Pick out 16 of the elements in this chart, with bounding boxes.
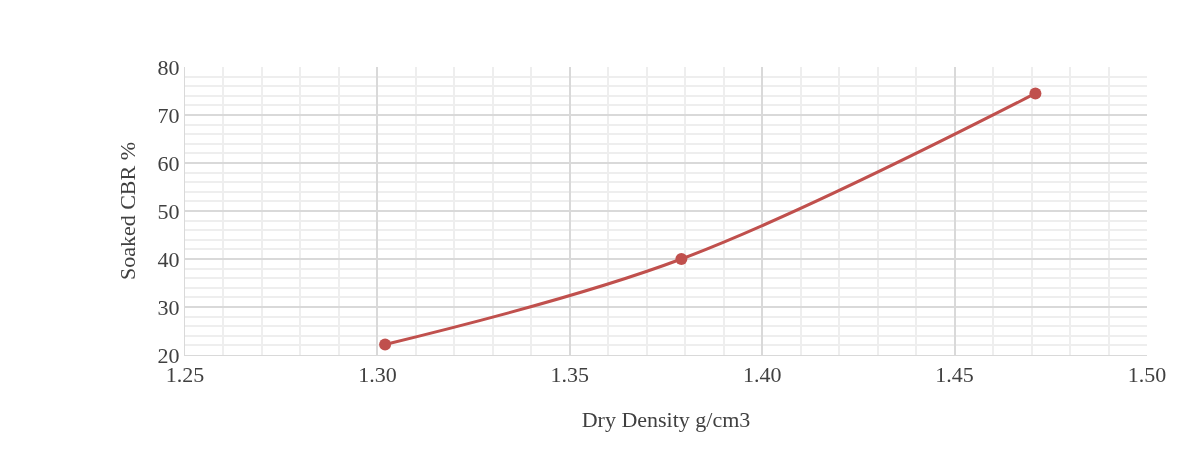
y-tick-label: 40 [157, 246, 180, 272]
y-tick-label: 80 [157, 54, 180, 80]
y-tick-label: 30 [157, 294, 180, 320]
y-tick-label: 70 [157, 102, 180, 128]
x-axis-title: Dry Density g/cm3 [581, 407, 751, 433]
y-tick-label: 50 [157, 198, 180, 224]
point [675, 253, 688, 265]
x-tick-label: 1.45 [935, 362, 974, 388]
point [1029, 87, 1042, 100]
x-tick-label: 1.40 [742, 362, 782, 388]
x-tick-label: 1.50 [1127, 362, 1167, 388]
x-tick-label: 1.30 [358, 362, 397, 388]
y-axis-title: Soaked CBR % [115, 141, 141, 281]
y-tick-label: 60 [157, 150, 180, 176]
x-tick-label: 1.35 [550, 362, 590, 388]
point [379, 338, 392, 351]
